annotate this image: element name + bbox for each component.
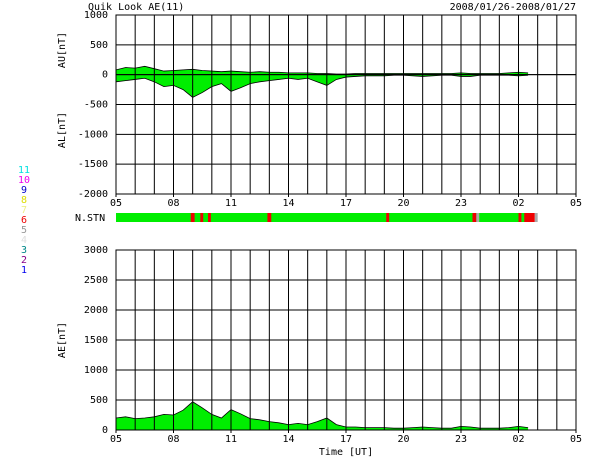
- series-line: [115, 401, 529, 429]
- legend-label: 4: [21, 235, 27, 246]
- legend-label: 11: [18, 165, 30, 176]
- y-axis-label: AU[nT]: [57, 32, 68, 68]
- station-segment: [386, 213, 390, 222]
- series-line: [115, 74, 529, 98]
- x-tick-label: 14: [282, 434, 294, 445]
- x-tick-label: 23: [455, 198, 467, 209]
- station-segment: [518, 213, 522, 222]
- legend-label: 2: [21, 255, 27, 266]
- series-line: [115, 65, 529, 75]
- y-tick-label: 500: [90, 40, 108, 51]
- station-segment: [524, 213, 535, 222]
- plot-frame: [115, 14, 577, 195]
- y-tick-label: 1500: [84, 335, 108, 346]
- station-segment: [208, 213, 211, 222]
- y-tick-label: -2000: [78, 189, 108, 200]
- x-tick-label: 08: [167, 434, 179, 445]
- y-tick-label: -1000: [78, 129, 108, 140]
- x-tick-label: 05: [570, 198, 582, 209]
- y-tick-label: 3000: [84, 245, 108, 256]
- x-tick-label: 17: [340, 434, 352, 445]
- x-tick-label: 17: [340, 198, 352, 209]
- station-segment: [472, 213, 477, 222]
- legend-label: 3: [21, 245, 27, 256]
- y-tick-label: -1500: [78, 159, 108, 170]
- y-tick-label: 0: [102, 425, 108, 436]
- y-tick-label: 2000: [84, 305, 108, 316]
- station-segment: [116, 213, 532, 222]
- x-tick-label: 23: [455, 434, 467, 445]
- y-tick-label: 1000: [84, 365, 108, 376]
- y-tick-label: 0: [102, 70, 108, 81]
- x-axis-label: Time [UT]: [319, 447, 373, 458]
- legend-label: 7: [21, 205, 27, 216]
- x-tick-label: 20: [397, 198, 409, 209]
- legend-label: 6: [21, 215, 27, 226]
- x-tick-label: 05: [110, 198, 122, 209]
- x-tick-label: 05: [570, 434, 582, 445]
- legend-label: 10: [18, 175, 30, 186]
- y-tick-label: 500: [90, 395, 108, 406]
- x-tick-label: 14: [282, 198, 294, 209]
- station-segment: [534, 213, 538, 222]
- legend-label: 8: [21, 195, 27, 206]
- x-tick-label: 05: [110, 434, 122, 445]
- station-segment: [190, 213, 195, 222]
- station-segment: [200, 213, 204, 222]
- x-tick-label: 11: [225, 434, 237, 445]
- legend-label: 9: [21, 185, 27, 196]
- y-tick-label: 2500: [84, 275, 108, 286]
- x-tick-label: 11: [225, 198, 237, 209]
- station-segment: [476, 213, 480, 222]
- area-fill: [116, 401, 529, 430]
- plot-frame: [115, 249, 577, 431]
- stations-label: N.STN: [75, 213, 105, 224]
- chart-title: Quik Look AE(11): [88, 2, 184, 13]
- y-tick-label: -500: [84, 100, 108, 111]
- x-tick-label: 02: [512, 434, 524, 445]
- area-band: [116, 66, 529, 98]
- date-range: 2008/01/26-2008/01/27: [450, 2, 576, 13]
- x-tick-label: 08: [167, 198, 179, 209]
- y-axis-label: AL[nT]: [57, 112, 68, 148]
- x-tick-label: 02: [512, 198, 524, 209]
- y-axis-label: AE[nT]: [57, 322, 68, 358]
- legend-label: 5: [21, 225, 27, 236]
- x-tick-label: 20: [397, 434, 409, 445]
- y-tick-label: 1000: [84, 10, 108, 21]
- legend-label: 1: [21, 265, 27, 276]
- station-segment: [267, 213, 272, 222]
